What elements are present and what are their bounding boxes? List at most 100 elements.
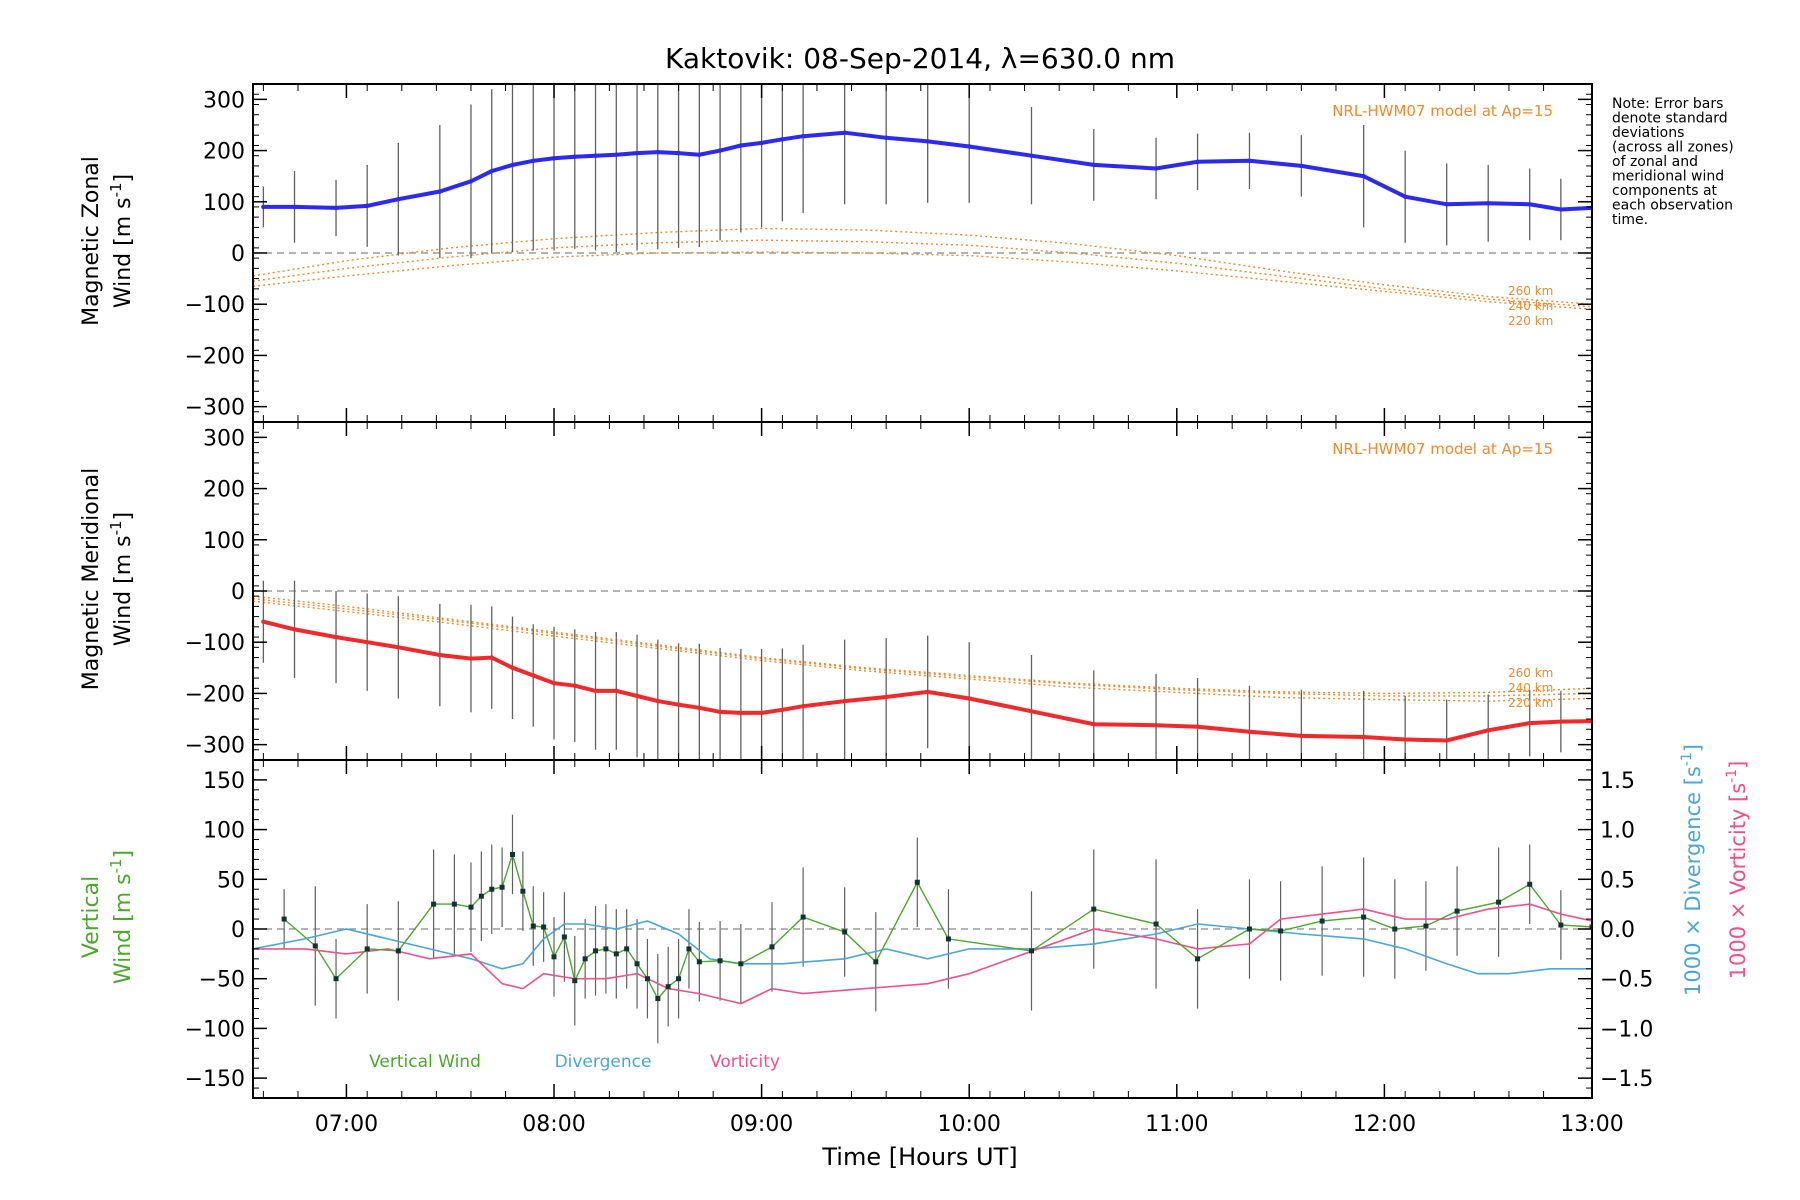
y-axis-label-line1: Magnetic Meridional	[79, 468, 104, 690]
zonal-point	[1361, 173, 1366, 179]
note-line: (across all zones)	[1612, 140, 1734, 156]
y2-tick-label: 0.5	[1600, 868, 1635, 893]
meridional-point	[468, 656, 474, 661]
vertical-wind-point	[1319, 918, 1325, 924]
vertical-wind-point	[364, 946, 370, 952]
y-tick-label: 0	[231, 580, 245, 605]
model-line-220-km	[253, 251, 1592, 310]
y-tick-label: 300	[203, 426, 245, 451]
zonal-point	[676, 150, 681, 156]
y-tick-label: −100	[185, 1017, 245, 1042]
zonal-point	[717, 148, 723, 153]
y-tick-label: −50	[199, 968, 245, 993]
x-tick-label: 09:00	[730, 1112, 793, 1137]
x-axis-label: Time [Hours UT]	[821, 1143, 1017, 1171]
vertical-wind-point	[696, 959, 702, 965]
vertical-wind-point	[914, 879, 920, 885]
vertical-wind-point	[686, 946, 692, 952]
meridional-point	[261, 619, 266, 624]
vertical-wind-point	[676, 976, 682, 982]
meridional-point	[1153, 722, 1159, 728]
y2-vorticity-label-text: 1000 × Vorticity [s-1]	[1724, 761, 1750, 980]
meridional-point	[1527, 720, 1532, 726]
zonal-point	[1527, 202, 1532, 207]
vertical-wind-point	[530, 923, 536, 929]
zonal-point	[800, 134, 806, 139]
meridional-point	[333, 634, 339, 640]
meridional-point	[572, 683, 577, 688]
meridional-point	[655, 698, 661, 704]
y2-tick-label: 0.0	[1600, 918, 1635, 943]
meridional-point	[717, 709, 723, 715]
zonal-point	[468, 179, 474, 184]
vertical-wind-point	[1423, 923, 1429, 929]
y-tick-label: −100	[185, 293, 245, 318]
vertical-wind-point	[572, 978, 578, 984]
model-layer-label: 240 km	[1508, 299, 1553, 313]
y-tick-label: 150	[203, 769, 245, 794]
note-line: deviations	[1612, 125, 1684, 141]
vertical-wind-point	[665, 984, 671, 990]
y-tick-label: −300	[185, 734, 245, 759]
vertical-wind-point	[717, 958, 723, 964]
zonal-point	[261, 204, 266, 210]
zonal-point	[489, 168, 494, 174]
meridional-point	[1299, 733, 1304, 739]
note-line: each observation	[1612, 198, 1733, 214]
y2-tick-label: 1.0	[1600, 819, 1635, 844]
y-tick-label: 100	[203, 819, 245, 844]
vertical-wind-point	[769, 944, 775, 950]
zonal-point	[572, 154, 577, 159]
y-axis-label: Magnetic Zonal Wind [m s-1]	[79, 156, 136, 326]
zonal-point	[292, 204, 297, 210]
y-axis-label: Vertical Wind [m s-1]	[79, 850, 136, 984]
y-axis-label-line1: Vertical	[79, 876, 104, 958]
y-axis-label-line2: Wind [m s-1]	[107, 174, 136, 308]
meridional-point	[676, 702, 681, 707]
zonal-point	[1558, 207, 1564, 212]
y-tick-label: −100	[185, 631, 245, 656]
zonal-point	[967, 144, 972, 149]
zonal-point	[1486, 201, 1491, 206]
zonal-point	[655, 149, 661, 155]
y-axis-label-line2: Wind [m s-1]	[107, 512, 136, 646]
meridional-point	[1444, 738, 1449, 743]
zonal-point	[437, 189, 443, 194]
model-line-260-km	[253, 600, 1592, 702]
chart-title: Kaktovik: 08-Sep-2014, λ=630.0 nm	[665, 42, 1175, 75]
vertical-wind-point	[613, 951, 619, 957]
zonal-point	[1091, 162, 1096, 168]
zonal-point	[883, 135, 889, 140]
meridional-point	[292, 627, 297, 632]
x-tick-label: 11:00	[1145, 1112, 1208, 1137]
y2-tick-label: 1.5	[1600, 769, 1635, 794]
y2-divergence-label: 1000 × Divergence [s-1]	[1679, 744, 1705, 996]
model-layer-label: 240 km	[1508, 681, 1553, 695]
zonal-point	[697, 152, 702, 157]
meridional-point	[1247, 729, 1252, 735]
vertical-wind-point	[1246, 926, 1252, 932]
zonal-point	[842, 130, 847, 135]
vertical-wind-point	[1278, 928, 1284, 934]
vertical-wind-point	[1558, 922, 1564, 928]
model-line-220-km	[253, 595, 1592, 695]
vertical-wind-point	[842, 929, 848, 935]
zonal-point	[364, 203, 370, 209]
zonal-point	[396, 197, 401, 202]
y-tick-label: 300	[203, 88, 245, 113]
meridional-point	[396, 645, 401, 650]
meridional-point	[510, 665, 515, 671]
y-axis-label-line1: Magnetic Zonal	[79, 156, 104, 326]
meridional-point	[800, 704, 806, 709]
y2-divergence-label-text: 1000 × Divergence [s-1]	[1679, 744, 1705, 996]
vertical-wind-point	[1153, 921, 1159, 927]
zonal-point	[1247, 158, 1252, 164]
x-tick-label: 07:00	[315, 1112, 378, 1137]
legend-entry: Divergence	[555, 1052, 652, 1072]
vertical-wind-point	[395, 948, 401, 954]
y2-tick-label: −1.5	[1600, 1067, 1653, 1092]
vertical-wind-point	[1454, 908, 1460, 914]
divergence-line	[253, 920, 1592, 975]
